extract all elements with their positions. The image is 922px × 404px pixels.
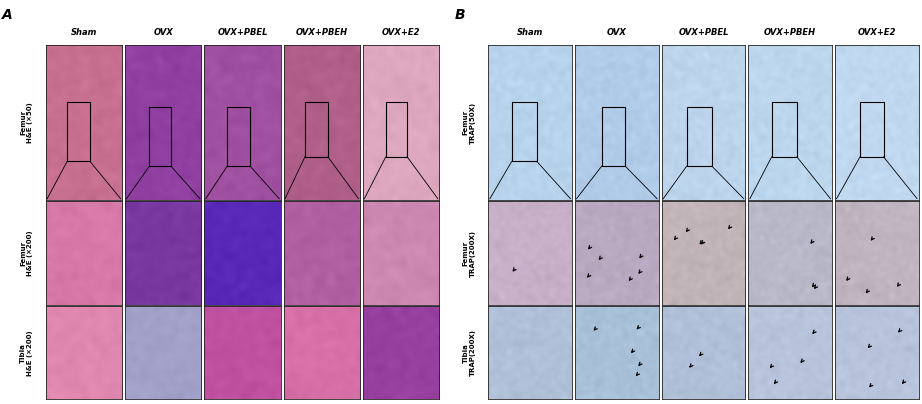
Text: Tibia
TRAP(200X): Tibia TRAP(200X) [463,329,476,377]
Bar [227,107,250,166]
Text: OVX+PBEL: OVX+PBEL [679,28,728,37]
Bar [512,103,537,162]
Text: Femur
TRAP(50X): Femur TRAP(50X) [463,101,476,144]
Text: OVX+E2: OVX+E2 [857,28,896,37]
Text: OVX: OVX [607,28,627,37]
Text: Sham: Sham [517,28,543,37]
Text: Tibia
H&E (×200): Tibia H&E (×200) [20,330,33,376]
Text: OVX+PBEL: OVX+PBEL [218,28,267,37]
Text: Femur
TRAP(200X): Femur TRAP(200X) [463,230,476,277]
Text: B: B [455,8,466,22]
Bar [602,107,625,166]
Text: A: A [2,8,13,22]
Bar [67,103,90,162]
Text: OVX+PBEH: OVX+PBEH [296,28,348,37]
Text: OVX: OVX [153,28,173,37]
Bar [772,103,797,157]
Text: Femur
H&E (×200): Femur H&E (×200) [20,231,33,276]
Text: OVX+E2: OVX+E2 [382,28,420,37]
Bar [305,103,328,157]
Bar [687,107,712,166]
Text: Sham: Sham [71,28,97,37]
Bar [860,103,883,157]
Bar [385,103,408,157]
Text: OVX+PBEH: OVX+PBEH [764,28,816,37]
Text: Femur
H&E (×50): Femur H&E (×50) [20,102,33,143]
Bar [149,107,171,166]
